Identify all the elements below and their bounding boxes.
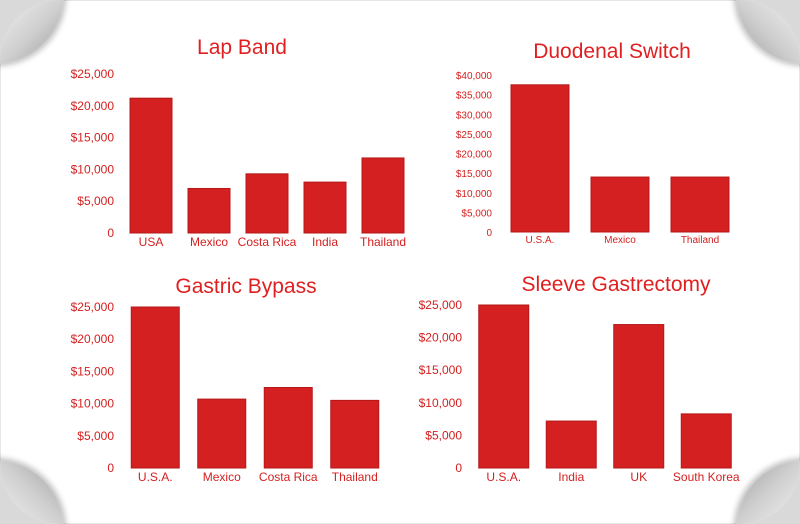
chart-gastric-bypass: Gastric Bypass $25,000 $20,000 $15,000 $10,… xyxy=(71,275,380,484)
y-tick-label: $5,000 xyxy=(77,429,114,443)
chart-duodenal-switch: Duodenal Switch $40,000 $35,000 $30,000 $25… xyxy=(456,40,730,246)
x-tick-label: Thailand xyxy=(360,235,406,249)
y-tick-label: $30,000 xyxy=(456,110,493,121)
chart-lap-band: Lap Band $25,000 $20,000 $15,000 $10,000 $5,… xyxy=(71,36,406,249)
bar xyxy=(361,157,405,234)
bar xyxy=(129,97,173,234)
bar xyxy=(510,84,570,233)
y-tick-label: $5,000 xyxy=(425,428,462,442)
chart-title: Sleeve Gastrectomy xyxy=(521,273,711,296)
y-tick-label: $5,000 xyxy=(77,194,114,208)
chart-title: Lap Band xyxy=(197,36,287,59)
x-tick-label: U.S.A. xyxy=(486,470,521,484)
x-tick-label: Mexico xyxy=(604,235,636,246)
x-tick-label: U.S.A. xyxy=(138,470,173,484)
y-tick-label: $15,000 xyxy=(456,169,493,180)
bar xyxy=(245,173,289,234)
y-tick-label: $25,000 xyxy=(419,298,463,312)
y-tick-label: $10,000 xyxy=(419,396,463,410)
bar xyxy=(670,176,730,233)
x-tick-label: India xyxy=(558,470,584,484)
bar xyxy=(263,387,313,469)
y-tick-label: $15,000 xyxy=(71,131,115,145)
x-tick-label: Costa Rica xyxy=(259,470,318,484)
chart-sleeve-gastrectomy: Sleeve Gastrectomy $25,000 $20,000 $15,000… xyxy=(419,273,740,484)
y-tick-label: $20,000 xyxy=(419,331,463,345)
x-tick-label: Thailand xyxy=(332,470,378,484)
y-tick-label: $25,000 xyxy=(456,130,493,141)
bar xyxy=(613,324,665,469)
chart-title: Gastric Bypass xyxy=(175,275,316,298)
y-tick-label: $5,000 xyxy=(461,208,492,219)
y-tick-label: $40,000 xyxy=(456,71,493,82)
y-tick-label: $20,000 xyxy=(71,99,115,113)
bar xyxy=(680,413,732,469)
bar xyxy=(187,187,231,234)
y-tick-label: 0 xyxy=(486,228,492,239)
y-tick-label: $20,000 xyxy=(71,332,115,346)
y-tick-label: $35,000 xyxy=(456,91,493,102)
bar xyxy=(478,304,530,469)
y-tick-label: 0 xyxy=(455,461,462,475)
x-tick-label: South Korea xyxy=(673,470,740,484)
x-tick-label: India xyxy=(312,235,338,249)
x-tick-label: Mexico xyxy=(203,470,241,484)
y-tick-label: $10,000 xyxy=(71,397,115,411)
x-tick-label: Mexico xyxy=(190,235,228,249)
y-tick-label: $10,000 xyxy=(456,189,493,200)
y-tick-label: 0 xyxy=(107,226,114,240)
x-tick-label: Thailand xyxy=(681,235,719,246)
x-tick-label: UK xyxy=(630,470,647,484)
y-tick-label: $20,000 xyxy=(456,150,493,161)
y-tick-label: $10,000 xyxy=(71,162,115,176)
y-tick-label: $15,000 xyxy=(419,363,463,377)
y-tick-label: 0 xyxy=(107,461,114,475)
x-tick-label: Costa Rica xyxy=(238,235,297,249)
chart-title: Duodenal Switch xyxy=(533,40,691,63)
bar xyxy=(197,398,247,469)
x-tick-label: USA xyxy=(139,235,164,249)
x-tick-label: U.S.A. xyxy=(526,235,555,246)
bar xyxy=(130,306,180,469)
y-tick-label: $25,000 xyxy=(71,67,115,81)
bar xyxy=(330,399,380,469)
bar xyxy=(590,176,650,233)
y-tick-label: $25,000 xyxy=(71,300,115,314)
y-tick-label: $15,000 xyxy=(71,364,115,378)
bar xyxy=(545,420,597,469)
bar xyxy=(303,181,347,234)
